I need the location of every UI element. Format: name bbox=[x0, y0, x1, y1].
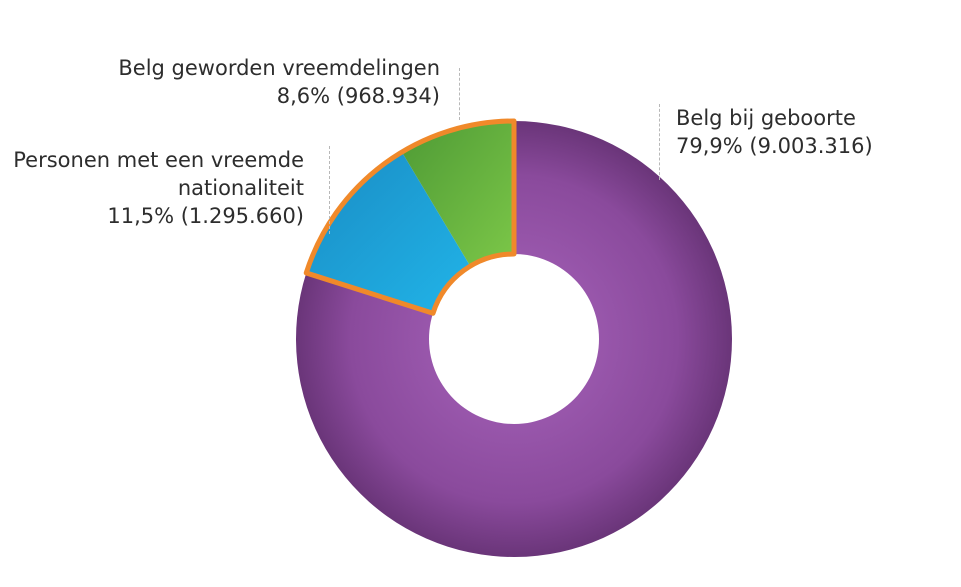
label-vreemde-nationaliteit-name-2: nationaliteit bbox=[177, 176, 304, 200]
label-belg-bij-geboorte-value: 79,9% (9.003.316) bbox=[676, 134, 873, 158]
slice-vreemde-nationaliteit bbox=[306, 152, 471, 314]
label-belg-bij-geboorte: Belg bij geboorte 79,9% (9.003.316) bbox=[676, 104, 936, 160]
leader-vreemde-nationaliteit bbox=[329, 146, 330, 234]
label-belg-geworden-value: 8,6% (968.934) bbox=[276, 84, 440, 108]
label-belg-geworden: Belg geworden vreemdelingen 8,6% (968.93… bbox=[60, 54, 440, 110]
slice-belg-bij-geboorte bbox=[295, 121, 732, 557]
slice-belg-geworden bbox=[401, 121, 514, 267]
highlight-outline bbox=[303, 118, 517, 316]
label-vreemde-nationaliteit: Personen met een vreemde nationaliteit 1… bbox=[0, 146, 304, 230]
label-vreemde-nationaliteit-value: 11,5% (1.295.660) bbox=[107, 204, 304, 228]
leader-belg-geworden bbox=[459, 68, 460, 120]
label-belg-bij-geboorte-name: Belg bij geboorte bbox=[676, 106, 856, 130]
label-belg-geworden-name: Belg geworden vreemdelingen bbox=[118, 56, 440, 80]
leader-belg-bij-geboorte bbox=[659, 104, 660, 180]
label-vreemde-nationaliteit-name-1: Personen met een vreemde bbox=[13, 148, 304, 172]
